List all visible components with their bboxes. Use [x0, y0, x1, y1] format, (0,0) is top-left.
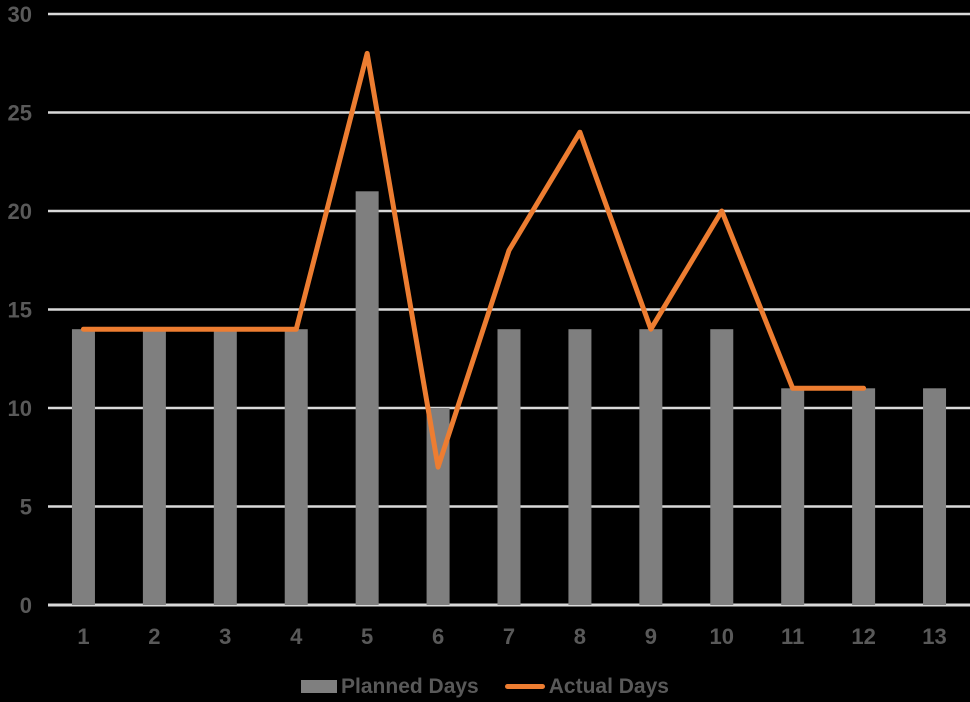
legend-item-planned-days: Planned Days: [301, 676, 479, 697]
bar-planned-days: [355, 191, 379, 606]
planned-days-swatch-icon: [301, 679, 338, 693]
bar-planned-days: [213, 329, 237, 605]
y-axis-tick-label: 10: [8, 396, 32, 421]
x-axis-tick-label: 9: [645, 624, 657, 649]
x-axis-tick-label: 7: [503, 624, 515, 649]
actual-days-swatch-icon: [504, 683, 545, 689]
bar-planned-days: [568, 329, 592, 605]
bar-planned-days: [284, 329, 308, 605]
y-axis-tick-label: 15: [8, 298, 32, 323]
chart-legend: Planned Days Actual Days: [0, 671, 970, 701]
bar-planned-days: [923, 388, 947, 605]
line-actual-days: [80, 50, 867, 470]
y-axis-tick-label: 25: [8, 101, 32, 126]
bar-planned-days: [142, 329, 166, 605]
x-axis-tick-label: 10: [710, 624, 734, 649]
bar-planned-days: [781, 388, 805, 605]
legend-item-actual-days: Actual Days: [504, 674, 669, 698]
y-axis-tick-label: 0: [20, 593, 32, 618]
y-axis-tick-label: 5: [20, 495, 32, 520]
x-axis-tick-label: 3: [219, 624, 231, 649]
bar-planned-days: [71, 329, 95, 605]
bar-planned-days: [497, 329, 521, 605]
x-axis-tick-label: 6: [432, 624, 444, 649]
x-axis-tick-label: 11: [781, 624, 804, 649]
x-axis-tick-label: 13: [922, 624, 946, 649]
x-axis-tick-label: 1: [77, 624, 89, 649]
y-axis-tick-label: 20: [8, 199, 32, 224]
x-axis-tick-label: 12: [851, 624, 875, 649]
bar-planned-days: [639, 329, 663, 605]
x-axis-tick-label: 4: [290, 624, 303, 649]
x-axis-tick-label: 8: [574, 624, 586, 649]
y-axis-tick-label: 30: [8, 2, 32, 27]
legend-label-planned-days: Planned Days: [341, 674, 479, 698]
bar-planned-days: [710, 329, 734, 605]
bar-planned-days: [852, 388, 876, 605]
legend-label-actual-days: Actual Days: [548, 674, 669, 698]
x-axis-tick-label: 2: [148, 624, 160, 649]
x-axis-tick-label: 5: [361, 624, 373, 649]
